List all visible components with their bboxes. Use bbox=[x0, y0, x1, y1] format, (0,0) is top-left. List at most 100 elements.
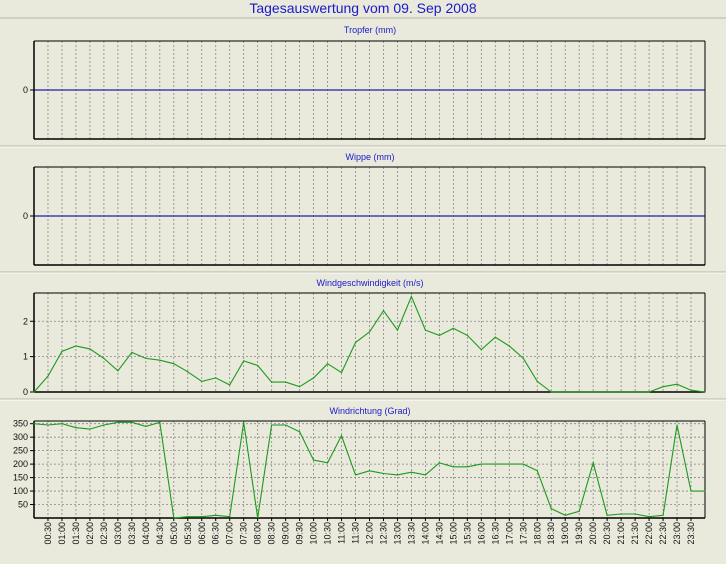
y-tick-label: 350 bbox=[13, 419, 28, 429]
x-tick-label: 15:00 bbox=[448, 522, 458, 545]
y-tick-label: 250 bbox=[13, 446, 28, 456]
x-tick-label: 15:30 bbox=[462, 522, 472, 545]
y-tick-label: 2 bbox=[23, 316, 28, 326]
data-point bbox=[117, 370, 119, 372]
data-point bbox=[285, 424, 287, 426]
data-point bbox=[257, 364, 259, 367]
data-point bbox=[676, 424, 678, 426]
data-point bbox=[117, 421, 119, 423]
data-point bbox=[61, 350, 63, 352]
y-tick-label: 0 bbox=[23, 211, 28, 221]
x-tick-label: 02:00 bbox=[85, 522, 95, 545]
data-point bbox=[396, 329, 399, 331]
data-point bbox=[466, 334, 468, 337]
data-point bbox=[201, 516, 203, 518]
data-point bbox=[215, 377, 217, 379]
x-tick-label: 05:30 bbox=[183, 522, 193, 545]
data-point bbox=[704, 391, 706, 393]
data-point bbox=[480, 348, 482, 351]
data-point bbox=[201, 380, 203, 382]
x-tick-label: 09:30 bbox=[295, 522, 305, 545]
data-point bbox=[159, 421, 161, 423]
data-point bbox=[354, 341, 357, 344]
x-tick-label: 16:30 bbox=[490, 522, 500, 545]
data-point bbox=[410, 295, 413, 298]
data-point bbox=[634, 391, 636, 393]
data-point bbox=[103, 424, 105, 426]
data-point bbox=[145, 425, 147, 427]
data-point bbox=[438, 334, 440, 337]
x-tick-label: 10:30 bbox=[323, 522, 333, 545]
data-point bbox=[592, 462, 594, 464]
x-tick-label: 19:00 bbox=[560, 522, 570, 545]
x-tick-label: 00:30 bbox=[43, 522, 53, 545]
panel-title: Wippe (mm) bbox=[346, 152, 395, 162]
x-tick-label: 21:30 bbox=[630, 522, 640, 545]
data-point bbox=[676, 383, 678, 385]
data-point bbox=[508, 463, 510, 465]
x-tick-label: 01:00 bbox=[57, 522, 67, 545]
data-point bbox=[606, 391, 608, 393]
data-point bbox=[33, 423, 35, 425]
data-point bbox=[606, 514, 608, 516]
data-point bbox=[536, 380, 538, 382]
data-point bbox=[33, 391, 35, 393]
data-point bbox=[75, 427, 77, 429]
data-point bbox=[47, 424, 49, 426]
data-point bbox=[89, 428, 91, 430]
x-tick-label: 13:00 bbox=[392, 522, 402, 545]
x-tick-label: 03:30 bbox=[127, 522, 137, 545]
x-tick-label: 01:30 bbox=[71, 522, 81, 545]
data-point bbox=[368, 470, 371, 472]
x-tick-label: 20:30 bbox=[602, 522, 612, 545]
x-tick-label: 17:00 bbox=[504, 522, 514, 545]
data-point bbox=[522, 357, 524, 360]
y-tick-label: 50 bbox=[18, 500, 28, 510]
x-tick-label: 13:30 bbox=[406, 522, 416, 545]
data-point bbox=[131, 351, 133, 353]
data-point bbox=[522, 463, 524, 465]
x-tick-label: 19:30 bbox=[574, 522, 584, 545]
data-point bbox=[536, 470, 538, 472]
data-point bbox=[229, 384, 231, 386]
x-tick-label: 11:00 bbox=[337, 522, 347, 544]
y-tick-label: 0 bbox=[23, 387, 28, 397]
data-point bbox=[410, 471, 413, 473]
data-point bbox=[75, 345, 77, 347]
data-point bbox=[340, 435, 343, 437]
data-point bbox=[299, 431, 301, 433]
data-point bbox=[452, 466, 454, 468]
x-tick-label: 14:00 bbox=[420, 522, 430, 545]
data-point bbox=[662, 514, 664, 516]
data-point bbox=[550, 391, 552, 393]
data-point bbox=[229, 516, 231, 518]
data-point bbox=[634, 513, 636, 515]
data-point bbox=[382, 472, 385, 475]
data-point bbox=[382, 310, 385, 312]
data-point bbox=[187, 516, 189, 518]
data-point bbox=[215, 514, 217, 516]
data-point bbox=[354, 474, 357, 476]
data-point bbox=[494, 463, 496, 465]
panel-title: Windrichtung (Grad) bbox=[329, 406, 410, 416]
y-tick-label: 200 bbox=[13, 459, 28, 469]
panel-title: Windgeschwindigkeit (m/s) bbox=[316, 278, 423, 288]
data-point bbox=[690, 389, 692, 391]
data-point bbox=[187, 371, 189, 373]
data-point bbox=[508, 345, 510, 347]
data-point bbox=[494, 336, 496, 338]
data-point bbox=[466, 466, 468, 468]
x-tick-label: 14:30 bbox=[434, 522, 444, 545]
data-point bbox=[648, 391, 650, 393]
x-tick-label: 09:00 bbox=[281, 522, 291, 545]
data-point bbox=[564, 391, 566, 393]
data-point bbox=[159, 359, 161, 361]
x-tick-label: 06:30 bbox=[211, 522, 221, 545]
data-point bbox=[452, 327, 454, 329]
x-tick-label: 20:00 bbox=[588, 522, 598, 545]
x-tick-label: 07:30 bbox=[239, 522, 249, 545]
x-tick-label: 18:30 bbox=[546, 522, 556, 545]
data-point bbox=[704, 490, 706, 492]
data-point bbox=[326, 462, 329, 464]
